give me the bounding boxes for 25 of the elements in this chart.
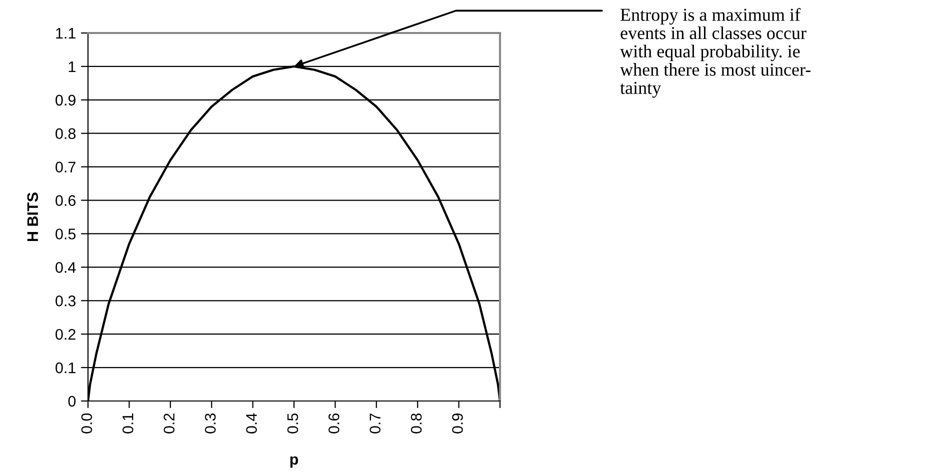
y-tick-label: 0.4: [56, 262, 76, 273]
y-tick-label: 0.8: [56, 128, 76, 140]
x-tick-label: 0.5: [287, 413, 298, 434]
y-tick-label: 0.5: [56, 228, 76, 240]
y-axis-title: H BITS: [27, 192, 38, 242]
y-tick-label: 0.3: [56, 296, 76, 306]
x-tick-label: 0.8: [410, 413, 422, 434]
y-tick-label: 0.9: [56, 94, 76, 106]
x-tick-label: 0.4: [246, 413, 257, 434]
y-tick-label: 0: [68, 396, 76, 407]
y-tick-label: 0.2: [56, 328, 76, 340]
x-tick-label: 0.7: [370, 414, 380, 434]
y-tick-label: 1: [68, 61, 76, 72]
x-tick-label: 0.2: [164, 414, 174, 434]
y-tick-label: 0.6: [56, 195, 76, 206]
y-tick-label: 1.1: [56, 28, 76, 39]
annotation: Entropy is a maximum if events in all classes occur with equal probability. ie when there is most uincer- tainty: [620, 8, 811, 98]
x-axis-title: p: [290, 456, 298, 468]
x-tick-label: 0.9: [452, 414, 463, 434]
y-tick-label: 0.7: [56, 162, 76, 173]
x-tick-label: 0.3: [204, 413, 216, 434]
y-tick-label: 0.1: [56, 362, 76, 374]
x-tick-label: 0.6: [328, 413, 340, 434]
x-tick-label: 0.0: [81, 413, 92, 434]
x-tick-label: 0.1: [122, 414, 134, 434]
